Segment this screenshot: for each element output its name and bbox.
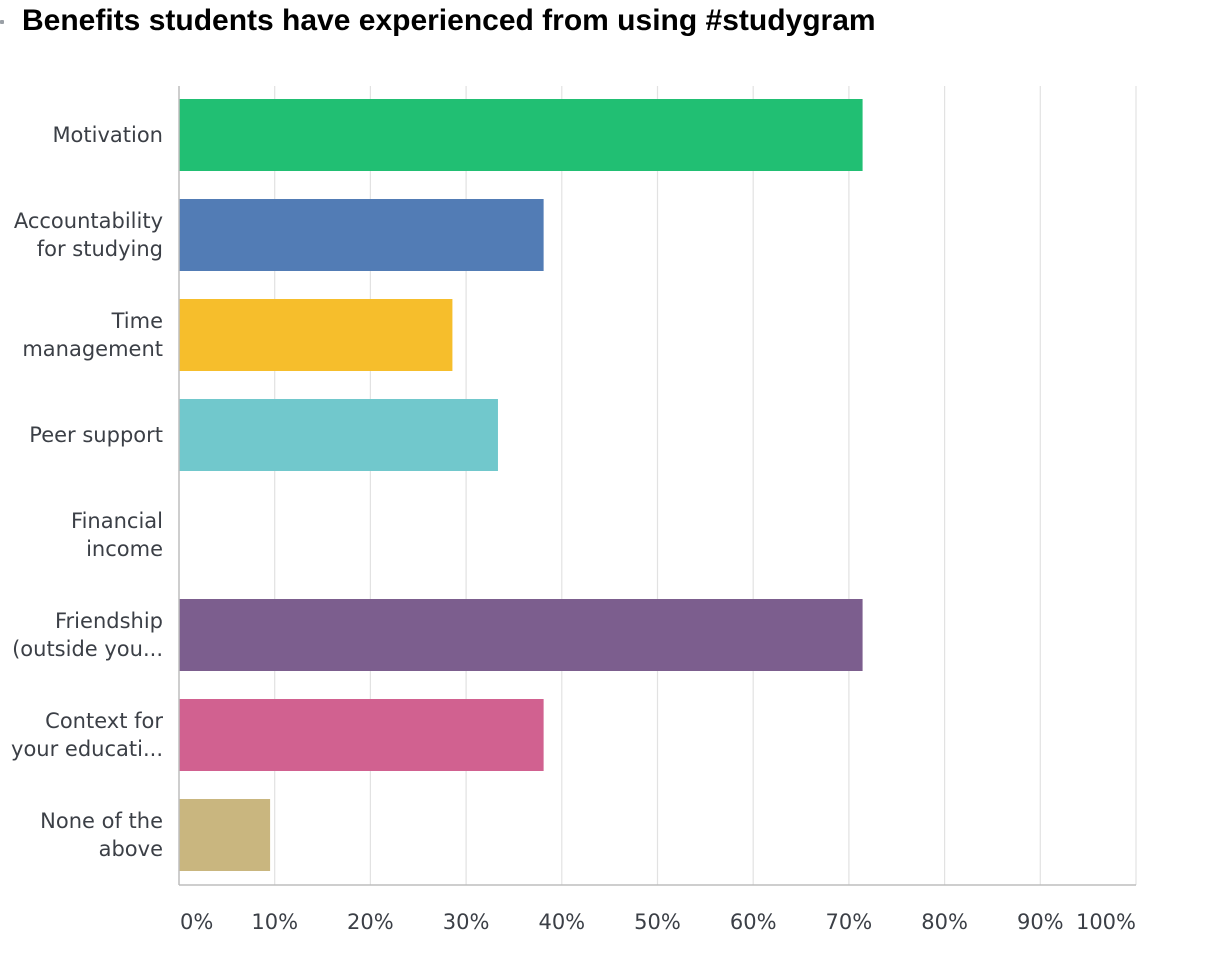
x-tick-label: 20% bbox=[347, 910, 394, 934]
category-label: Time management bbox=[22, 309, 163, 361]
axes bbox=[178, 86, 1136, 886]
category-label-line: Motivation bbox=[52, 123, 163, 147]
category-label-line: management bbox=[22, 337, 163, 361]
category-label-line: Friendship bbox=[55, 609, 163, 633]
category-label: Financial income bbox=[71, 509, 163, 561]
bar bbox=[179, 399, 498, 471]
x-tick-label: 60% bbox=[730, 910, 777, 934]
x-tick-label: 70% bbox=[826, 910, 873, 934]
x-tick-label: 10% bbox=[251, 910, 298, 934]
category-label-line: Context for bbox=[45, 709, 163, 733]
bar bbox=[179, 299, 453, 371]
category-label-line: for studying bbox=[37, 237, 163, 261]
category-label: Motivation bbox=[52, 123, 163, 147]
bar bbox=[179, 199, 544, 271]
x-tick-label: 80% bbox=[921, 910, 968, 934]
bar bbox=[179, 699, 544, 771]
category-label: Friendship (outside you... bbox=[12, 609, 163, 661]
category-label: Context for your educati... bbox=[11, 709, 163, 761]
tick-labels: 0% 10% 20% 30% 40% 50% 60% 70% 80% 90% 100% bbox=[180, 910, 1136, 934]
x-tick-label: 90% bbox=[1017, 910, 1064, 934]
x-tick-label: 30% bbox=[443, 910, 490, 934]
category-label-line: your educati... bbox=[11, 737, 163, 761]
category-labels: Motivation Accountability for studying Time… bbox=[11, 123, 163, 861]
category-label-line: (outside you... bbox=[12, 637, 163, 661]
bar bbox=[179, 99, 863, 171]
category-label-line: None of the bbox=[40, 809, 163, 833]
category-label-line: Financial bbox=[71, 509, 163, 533]
category-label: Peer support bbox=[29, 423, 163, 447]
title-marker bbox=[0, 20, 4, 24]
category-label: Accountability for studying bbox=[14, 209, 163, 261]
chart-title: Benefits students have experienced from … bbox=[22, 4, 876, 37]
bar bbox=[179, 799, 271, 871]
x-tick-label: 100% bbox=[1076, 910, 1136, 934]
bar bbox=[179, 599, 863, 671]
category-label-line: Peer support bbox=[29, 423, 163, 447]
category-label-line: income bbox=[86, 537, 163, 561]
bars bbox=[179, 99, 863, 871]
category-label-line: above bbox=[99, 837, 163, 861]
x-tick-label: 40% bbox=[538, 910, 585, 934]
category-label-line: Accountability bbox=[14, 209, 163, 233]
category-label: None of the above bbox=[40, 809, 163, 861]
category-label-line: Time bbox=[111, 309, 163, 333]
x-tick-label: 50% bbox=[634, 910, 681, 934]
x-tick-label: 0% bbox=[180, 910, 213, 934]
